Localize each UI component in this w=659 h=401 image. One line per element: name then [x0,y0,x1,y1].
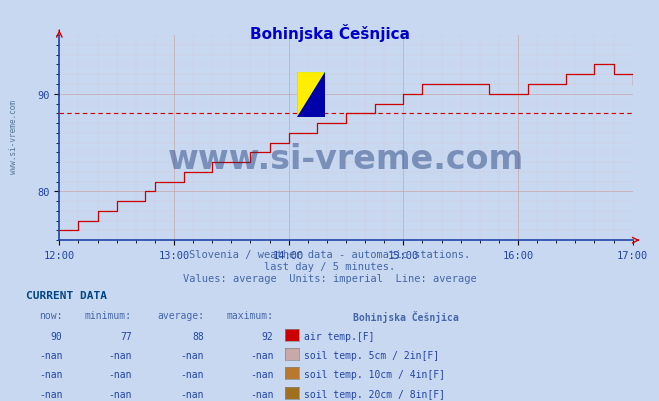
Text: soil temp. 10cm / 4in[F]: soil temp. 10cm / 4in[F] [304,369,445,379]
Text: -nan: -nan [250,389,273,399]
Text: now:: now: [39,310,63,320]
Text: -nan: -nan [181,389,204,399]
Text: -nan: -nan [39,389,63,399]
Text: -nan: -nan [250,350,273,360]
Text: Values: average  Units: imperial  Line: average: Values: average Units: imperial Line: av… [183,273,476,284]
Text: 90: 90 [51,331,63,341]
Text: 88: 88 [192,331,204,341]
Text: last day / 5 minutes.: last day / 5 minutes. [264,261,395,271]
Text: 92: 92 [262,331,273,341]
Text: air temp.[F]: air temp.[F] [304,331,375,341]
Polygon shape [297,73,325,118]
Text: -nan: -nan [250,369,273,379]
Bar [297,73,325,118]
Text: -nan: -nan [181,350,204,360]
Text: CURRENT DATA: CURRENT DATA [26,291,107,301]
Text: -nan: -nan [108,350,132,360]
Text: -nan: -nan [108,389,132,399]
Text: -nan: -nan [39,350,63,360]
Text: maximum:: maximum: [227,310,273,320]
Text: -nan: -nan [39,369,63,379]
Text: average:: average: [158,310,204,320]
Text: minimum:: minimum: [85,310,132,320]
Text: -nan: -nan [181,369,204,379]
Text: www.si-vreme.com: www.si-vreme.com [168,142,524,175]
Text: 77: 77 [120,331,132,341]
Text: soil temp. 5cm / 2in[F]: soil temp. 5cm / 2in[F] [304,350,440,360]
Text: Slovenia / weather data - automatic stations.: Slovenia / weather data - automatic stat… [189,249,470,259]
Polygon shape [297,73,325,118]
Text: -nan: -nan [108,369,132,379]
Text: Bohinjska Češnjica: Bohinjska Češnjica [353,310,458,322]
Text: soil temp. 20cm / 8in[F]: soil temp. 20cm / 8in[F] [304,389,445,399]
Text: Bohinjska Češnjica: Bohinjska Češnjica [250,24,409,42]
Text: www.si-vreme.com: www.si-vreme.com [9,99,18,173]
